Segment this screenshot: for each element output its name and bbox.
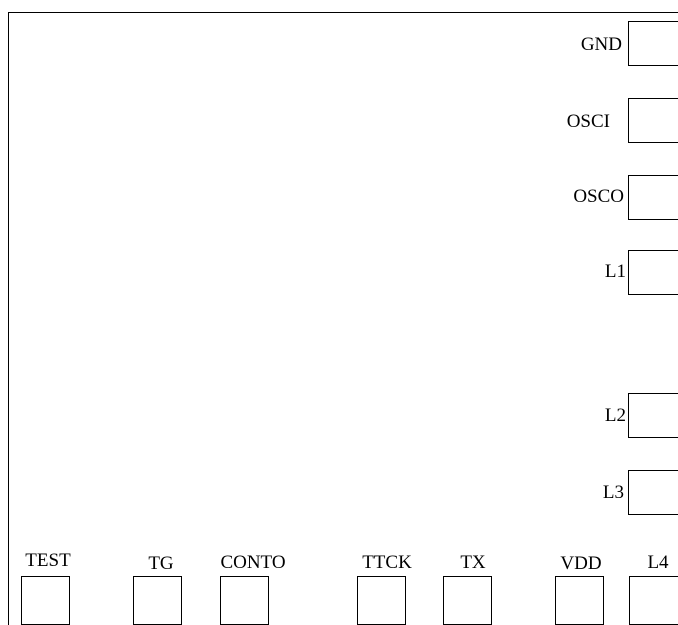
pin-label-ttck: TTCK: [362, 552, 412, 573]
pad-tg: [133, 576, 182, 625]
pin-osci: OSCI: [567, 98, 678, 143]
pin-label-vdd: VDD: [560, 553, 601, 574]
pin-label-l3: L3: [603, 482, 624, 503]
pin-label-conto: CONTO: [220, 552, 285, 573]
pad-ttck: [357, 576, 406, 625]
pad-osco: [628, 175, 678, 220]
pin-label-tg: TG: [148, 553, 174, 574]
pin-label-test: TEST: [25, 550, 71, 571]
pad-vdd: [555, 576, 604, 625]
pad-test: [21, 576, 70, 625]
pin-label-osco: OSCO: [573, 186, 624, 207]
pin-vdd: VDD: [555, 553, 604, 625]
pin-tg: TG: [133, 553, 182, 625]
pad-l4: [629, 576, 678, 625]
right-pin-group: GND OSCI OSCO L1 L2 L3: [567, 21, 678, 515]
pad-l1: [628, 250, 678, 295]
pin-ttck: TTCK: [357, 552, 412, 625]
pad-l2: [628, 393, 678, 438]
pin-label-gnd: GND: [581, 34, 622, 55]
bottom-pin-group: TEST TG CONTO TTCK TX VDD L4: [21, 550, 678, 625]
pin-label-l2: L2: [605, 405, 626, 426]
pad-osci: [628, 98, 678, 143]
chip-outline: [8, 12, 678, 625]
pin-osco: OSCO: [573, 175, 678, 220]
pin-gnd: GND: [581, 21, 678, 66]
pin-label-osci: OSCI: [567, 111, 610, 132]
pin-l1: L1: [605, 250, 678, 295]
pin-l4: L4: [629, 552, 678, 625]
pin-label-l4: L4: [647, 552, 669, 573]
pin-l3: L3: [603, 470, 678, 515]
pin-label-tx: TX: [460, 552, 486, 573]
pad-tx: [443, 576, 492, 625]
pin-conto: CONTO: [220, 552, 286, 625]
pad-conto: [220, 576, 269, 625]
pin-test: TEST: [21, 550, 71, 625]
pin-label-l1: L1: [605, 261, 626, 282]
pad-gnd: [628, 21, 678, 66]
pad-l3: [628, 470, 678, 515]
pin-l2: L2: [605, 393, 678, 438]
pin-tx: TX: [443, 552, 492, 625]
